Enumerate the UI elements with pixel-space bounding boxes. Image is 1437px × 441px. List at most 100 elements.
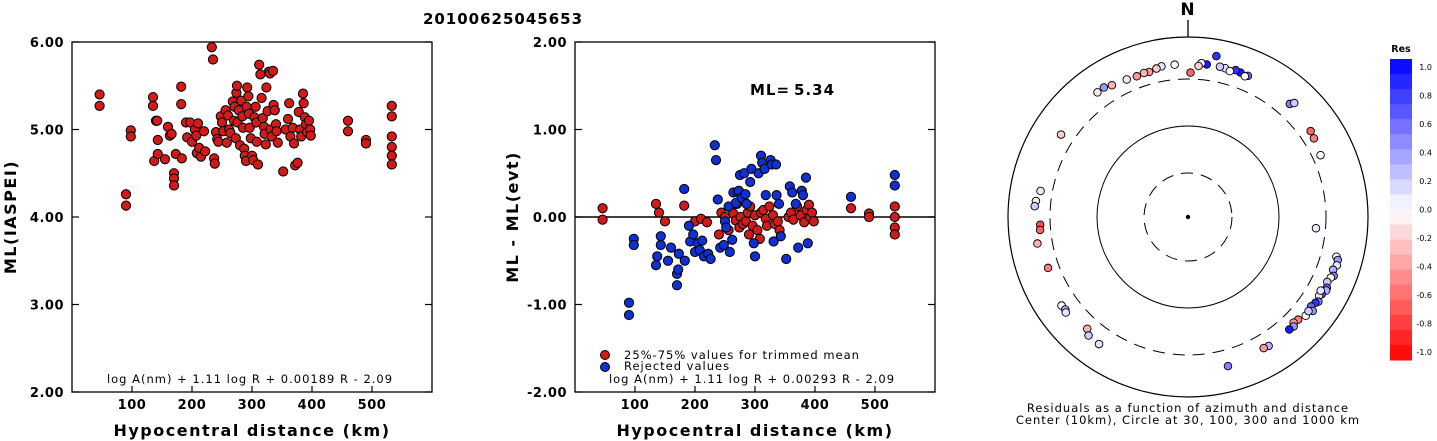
data-point [752, 225, 763, 236]
ring-30km [1143, 172, 1233, 262]
station-residual-point [1132, 72, 1142, 81]
colorbar-cell [1390, 299, 1412, 316]
center-dot [1185, 214, 1191, 220]
data-point [772, 216, 783, 227]
y-tick-label: 3.00 [30, 299, 64, 314]
y-tick-label: 5.00 [30, 124, 64, 139]
station-residual-point [1056, 130, 1066, 139]
data-point [655, 231, 666, 242]
y-tick-label: -2.00 [527, 386, 567, 401]
data-point [176, 153, 187, 164]
x-axis-label-mid: Hypocentral distance (km) [616, 421, 893, 440]
data-point [198, 126, 210, 137]
colorbar-tick-label: -0.8 [1416, 320, 1432, 329]
ring-outer [1007, 36, 1369, 398]
data-point [166, 128, 177, 139]
station-residual-point [1061, 308, 1071, 317]
data-point [278, 166, 289, 177]
data-point [845, 191, 857, 202]
data-point [386, 150, 397, 161]
data-point [710, 155, 722, 166]
data-point [697, 235, 708, 246]
y-ticks-left: 2.00 3.00 4.00 5.00 6.00 [30, 36, 432, 401]
ring-100km [1096, 125, 1280, 309]
y-tick-label: 6.00 [30, 36, 64, 51]
data-point [94, 100, 105, 111]
station-residual-point [1290, 98, 1299, 108]
colorbar-tick-label: 0.8 [1419, 92, 1432, 101]
data-point [749, 251, 761, 262]
x-tick-label: 400 [801, 398, 830, 413]
data-point [207, 54, 219, 65]
data-point [773, 198, 785, 209]
data-point [889, 201, 900, 212]
data-point [768, 236, 779, 247]
data-point [386, 141, 397, 153]
data-point [863, 211, 875, 223]
station-residual-point [1316, 150, 1325, 160]
data-point [261, 82, 272, 93]
data-point [770, 159, 782, 170]
data-point [147, 92, 159, 103]
data-point [623, 297, 635, 308]
station-residual-point [1306, 126, 1315, 136]
colorbar-tick-label: -0.6 [1416, 291, 1432, 300]
data-point [623, 309, 635, 321]
data-point [243, 91, 254, 102]
data-point [721, 222, 732, 233]
station-residual-point [1094, 339, 1104, 349]
x-tick-label: 200 [178, 398, 207, 413]
station-residual-point [1170, 60, 1179, 69]
data-point [771, 190, 782, 201]
colorbar-cell [1390, 224, 1412, 241]
colorbar-cell [1390, 269, 1412, 286]
y-tick-label: 2.00 [30, 386, 64, 401]
data-point [152, 148, 163, 160]
data-point [665, 242, 677, 253]
data-point [152, 134, 163, 146]
legend-marker-kept [600, 350, 610, 360]
colorbar-cell [1390, 344, 1412, 361]
colorbar-cell [1390, 314, 1412, 331]
points-left [94, 42, 397, 211]
colorbar-cell [1390, 194, 1412, 210]
x-tick-label: 100 [621, 398, 650, 413]
ring-300km [1049, 78, 1327, 356]
station-residual-point [1225, 66, 1235, 76]
legend-marker-rejected [600, 362, 610, 372]
azimuth-distance-plot: N Residuals as a function of azimuth and… [1007, 0, 1369, 427]
data-point [256, 92, 267, 104]
ml-label: ML= [750, 81, 790, 99]
data-point [740, 189, 751, 200]
data-point [724, 246, 735, 258]
data-point [679, 183, 690, 195]
x-tick-label: 300 [238, 398, 267, 413]
data-point [652, 251, 663, 262]
data-point [679, 255, 690, 266]
data-point [360, 138, 372, 149]
colorbar-tick-label: 0.0 [1419, 206, 1432, 215]
data-point [790, 198, 801, 209]
colorbar-cell [1390, 89, 1412, 105]
legend-label-rejected: Rejected values [624, 359, 730, 373]
data-point [653, 207, 665, 218]
data-point [718, 239, 729, 251]
y-axis-label-mid: ML - ML(evt) [503, 151, 522, 283]
data-point [191, 130, 202, 141]
station-residual-point [1186, 68, 1195, 77]
data-point [793, 242, 804, 253]
data-point [673, 264, 684, 275]
data-point [845, 203, 857, 214]
data-point [713, 229, 725, 240]
station-residual-point [1215, 62, 1225, 71]
colorbar-cell [1390, 104, 1412, 120]
data-point [386, 131, 397, 142]
data-point [206, 42, 217, 53]
data-point [709, 140, 720, 151]
y-tick-label: 4.00 [30, 211, 64, 226]
data-point [303, 115, 315, 126]
colorbar: Res 1.0 0.8 0.6 0.4 0.2 0.0 -0.2 -0.4 -0.6 -0.8 -1… [1390, 44, 1432, 361]
legend-label-kept: 25%-75% values for trimmed mean [624, 348, 860, 362]
colorbar-tick-label: 0.2 [1419, 177, 1432, 186]
